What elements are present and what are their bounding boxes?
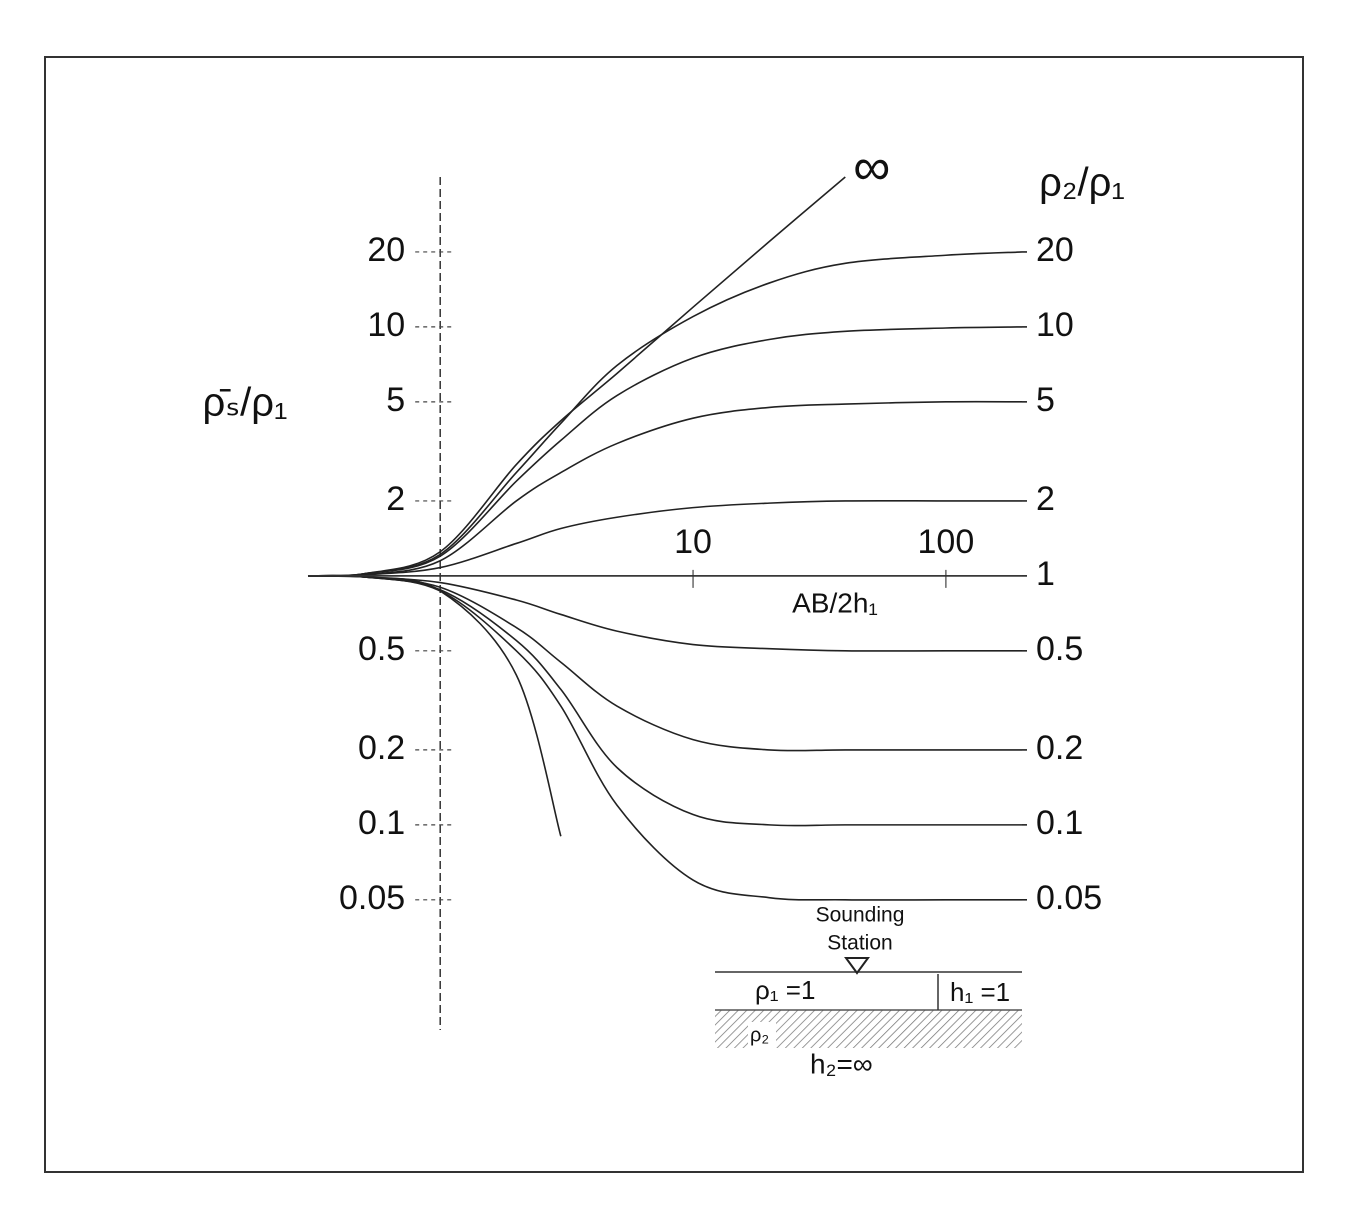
y-tick-label: 0.1: [358, 804, 405, 842]
inset-label: Sounding: [816, 904, 905, 927]
curve: [307, 499, 1022, 577]
inset-label: ρ₁ =1: [755, 975, 815, 1005]
y-tick-label: 0.05: [339, 879, 405, 917]
y-axis-label: ρ̄ₛ/ρ₁: [202, 381, 287, 425]
inset-label: h₂=∞: [810, 1048, 873, 1079]
series-label: 0.2: [1036, 729, 1083, 767]
curve: [307, 574, 1022, 901]
curve: [307, 574, 1022, 827]
series-label: 0.1: [1036, 804, 1083, 842]
curve: [307, 176, 846, 577]
x-tick-label: 100: [918, 523, 975, 561]
series-label: 2: [1036, 480, 1055, 518]
x-axis-label: AB/2h₁: [792, 587, 878, 618]
inset-label: Station: [827, 932, 892, 955]
y-tick-label: 0.5: [358, 630, 405, 668]
inset: Sounding Station ρ₁ =1 h₁ =1 ρ₂ h₂=∞: [715, 904, 1022, 1079]
curve: [307, 400, 1023, 578]
label-backdrop: [748, 1022, 776, 1048]
curve: [307, 575, 1022, 652]
series-label: ∞: [853, 139, 890, 197]
y-tick-label: 10: [367, 306, 405, 344]
curve: [307, 574, 562, 837]
series-label: 0.05: [1036, 879, 1102, 917]
inset-label: h₁ =1: [950, 977, 1010, 1007]
series-label: 10: [1036, 306, 1074, 344]
legend-title: ρ₂/ρ₁: [1039, 161, 1125, 205]
y-tick-label: 20: [367, 231, 405, 269]
inset-label: ρ₂: [750, 1024, 769, 1046]
x-tick-label: 10: [674, 523, 712, 561]
series-label: 1: [1036, 555, 1055, 593]
station-marker: [844, 957, 870, 975]
series-label: 0.5: [1036, 630, 1083, 668]
frame: [44, 56, 1304, 1173]
y-tick-label: 2: [386, 480, 405, 518]
series-label: 5: [1036, 381, 1055, 419]
y-tick-label: 5: [386, 381, 405, 419]
y-tick-label: 0.2: [358, 729, 405, 767]
curve: [307, 574, 1022, 752]
curve: [307, 326, 1023, 577]
curve: [307, 251, 1023, 577]
series-label: 20: [1036, 231, 1074, 269]
